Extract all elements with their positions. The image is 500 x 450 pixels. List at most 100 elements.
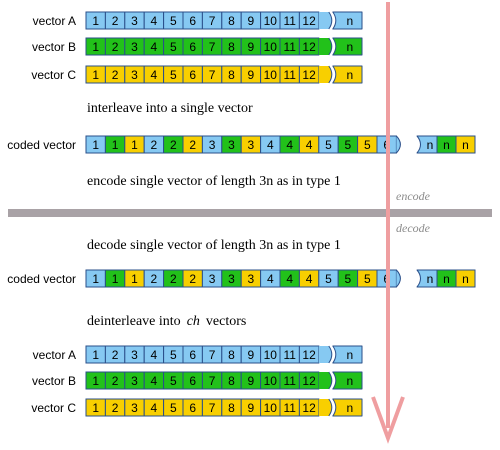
vector-c-bottom-cell-label-4: 4 <box>151 401 158 415</box>
coded-vector-bottom-tail-cell-label-3: n <box>462 272 469 286</box>
coded-vector-bottom-cell-label-8: 3 <box>228 272 235 286</box>
vector-c-top-cell-label-9: 9 <box>248 68 255 82</box>
label-vector-a-bottom: vector A <box>33 348 76 362</box>
vector-a-top-cell-label-8: 8 <box>228 14 235 28</box>
vector-c-bottom-cell-label-5: 5 <box>170 401 177 415</box>
label-vector-b-bottom: vector B <box>32 374 76 388</box>
vector-a-top-break-left <box>318 12 332 29</box>
vector-c-bottom-cell-label-11: 11 <box>283 401 296 415</box>
vector-c-top-cell-label-2: 2 <box>112 68 119 82</box>
coded-vector-bottom-cell-label-11: 4 <box>286 272 293 286</box>
vector-a-bottom-cell-label-2: 2 <box>112 348 119 362</box>
deinterleave-caption-ch: ch <box>187 314 200 329</box>
label-vector-b-top: vector B <box>32 40 76 54</box>
decode-caption: decode single vector of length 3n as in … <box>87 238 341 253</box>
cell-rows: 1 2 3 4 5 6 7 8 9 10 11 12 n1 2 3 4 5 6 7 8 9 10 11 12 n1 2 3 4 5 6 7 8… <box>85 11 476 417</box>
vector-b-bottom-cell-label-9: 9 <box>248 374 255 388</box>
vector-b-top-break-left <box>318 38 332 55</box>
label-vector-a-top: vector A <box>33 14 76 28</box>
vector-a-top-cell-label-1: 1 <box>92 14 99 28</box>
vector-b-top-cell-label-5: 5 <box>170 40 177 54</box>
coded-vector-bottom-tail-tip <box>396 269 401 288</box>
coded-vector-top-cell-label-6: 2 <box>189 138 196 152</box>
coded-vector-bottom-cell-label-3: 1 <box>131 272 138 286</box>
vector-b-top-end-cell-label: n <box>347 40 354 54</box>
vector-b-bottom-break-left <box>318 372 332 389</box>
vector-a-bottom-cell-label-6: 6 <box>189 348 196 362</box>
coded-vector-bottom-cell-label-5: 2 <box>170 272 177 286</box>
vector-b-bottom-break-curve <box>328 371 333 390</box>
vector-a-bottom-cell-label-7: 7 <box>209 348 216 362</box>
vector-a-bottom-break-left <box>318 346 332 363</box>
flow-arrow-head <box>371 396 405 444</box>
coded-vector-bottom-tail-cell-1 <box>416 269 438 288</box>
vector-b-bottom-cell-label-1: 1 <box>92 374 99 388</box>
coded-vector-bottom-cell-label-15: 5 <box>364 272 371 286</box>
vector-a-bottom-cell-label-5: 5 <box>170 348 177 362</box>
vector-c-bottom-cell-label-2: 2 <box>112 401 119 415</box>
coded-vector-top-cell-label-10: 4 <box>267 138 274 152</box>
vector-c-top-cell-label-11: 11 <box>283 68 296 82</box>
vector-a-top-cell-label-7: 7 <box>209 14 216 28</box>
coded-vector-top-cell-label-4: 2 <box>151 138 158 152</box>
vector-a-top-cell-label-10: 10 <box>264 14 278 28</box>
coded-vector-top-cell-label-5: 2 <box>170 138 177 152</box>
label-vector-c-top: vector C <box>31 68 76 82</box>
vector-a-top-cell-label-6: 6 <box>189 14 196 28</box>
vector-c-bottom-cell-label-9: 9 <box>248 401 255 415</box>
vector-c-bottom-end-cell <box>332 398 363 417</box>
coded-vector-top-cell-label-7: 3 <box>209 138 216 152</box>
vector-a-bottom-cell-label-12: 12 <box>302 348 316 362</box>
vector-a-bottom-cell-label-9: 9 <box>248 348 255 362</box>
coded-vector-top-cell-label-11: 4 <box>286 138 293 152</box>
vector-b-bottom-cell-label-8: 8 <box>228 374 235 388</box>
coded-vector-top-cell-label-2: 1 <box>112 138 119 152</box>
coded-vector-bottom-cell-label-13: 5 <box>325 272 332 286</box>
vector-b-bottom-end-cell <box>332 371 363 390</box>
coded-vector-bottom-cell-label-14: 5 <box>345 272 352 286</box>
vector-b-top-cell-label-11: 11 <box>283 40 296 54</box>
coded-vector-top-tail-cell-label-2: n <box>443 138 450 152</box>
vector-c-top-cell-label-10: 10 <box>264 68 278 82</box>
coded-vector-top-tail-cell-1 <box>416 135 438 154</box>
coded-vector-top-cell-label-3: 1 <box>131 138 138 152</box>
coded-vector-bottom-tail-cell-label-2: n <box>443 272 450 286</box>
vector-a-top-cell-label-9: 9 <box>248 14 255 28</box>
vector-a-top-cell-label-4: 4 <box>151 14 158 28</box>
vector-b-bottom-cell-label-6: 6 <box>189 374 196 388</box>
vector-b-bottom-cell-label-11: 11 <box>283 374 296 388</box>
vector-c-top-cell-label-7: 7 <box>209 68 216 82</box>
vector-c-top-end-cell-label: n <box>347 68 354 82</box>
coded-vector-bottom-tail-cell-label-1: n <box>427 272 434 286</box>
vector-c-top-cell-label-1: 1 <box>92 68 99 82</box>
vector-c-top-end-cell <box>332 65 363 84</box>
vector-b-top-cell-label-6: 6 <box>189 40 196 54</box>
vector-b-top-cell-label-2: 2 <box>112 40 119 54</box>
vector-c-top-cell-label-5: 5 <box>170 68 177 82</box>
vector-c-bottom-cell-label-6: 6 <box>189 401 196 415</box>
vector-c-top-break-left <box>318 66 332 83</box>
deinterleave-caption-pre: deinterleave into <box>87 314 181 329</box>
vector-a-bottom-cell-label-10: 10 <box>264 348 278 362</box>
encode-caption: encode single vector of length 3n as in … <box>87 174 341 189</box>
coded-vector-bottom-tail-cell-3 <box>455 269 476 288</box>
coded-vector-top-cell-label-9: 3 <box>248 138 255 152</box>
deinterleave-caption: deinterleave into ch vectors <box>87 314 246 329</box>
vector-b-bottom-cell-label-7: 7 <box>209 374 216 388</box>
vector-c-bottom-break-curve <box>328 398 333 417</box>
deinterleave-caption-post: vectors <box>206 314 246 329</box>
vector-a-bottom-cell-label-11: 11 <box>283 348 296 362</box>
coded-vector-top-tail-cell-label-3: n <box>462 138 469 152</box>
label-coded-vector-top: coded vector <box>7 138 76 152</box>
vector-a-top-cell-label-3: 3 <box>131 14 138 28</box>
vector-b-bottom-cell-label-12: 12 <box>302 374 316 388</box>
coded-vector-bottom-cell-label-6: 2 <box>189 272 196 286</box>
coded-vector-bottom-cell-label-12: 4 <box>306 272 313 286</box>
vector-a-bottom-cell-label-4: 4 <box>151 348 158 362</box>
vector-a-top-cell-label-11: 11 <box>283 14 296 28</box>
vector-c-bottom-cell-label-10: 10 <box>264 401 278 415</box>
vector-b-top-cell-label-3: 3 <box>131 40 138 54</box>
vector-c-top-cell-label-6: 6 <box>189 68 196 82</box>
